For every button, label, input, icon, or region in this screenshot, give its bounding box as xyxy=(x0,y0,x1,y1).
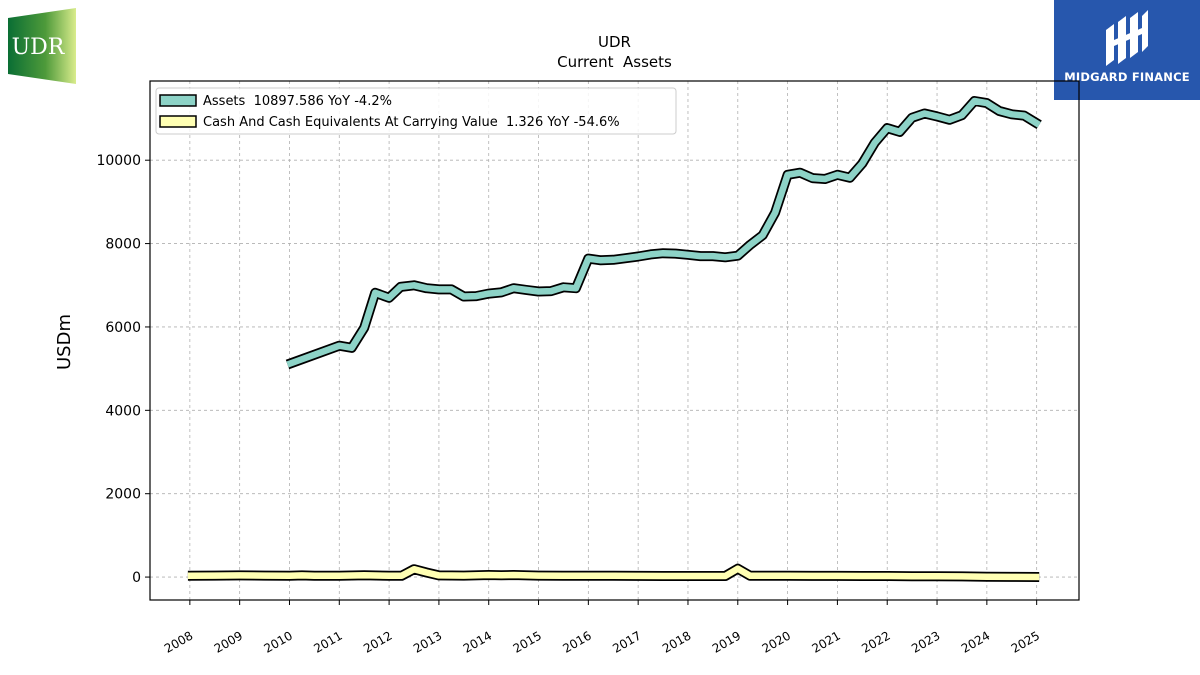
y-tick-label: 0 xyxy=(132,570,141,586)
series-1-line xyxy=(187,565,1040,581)
y-axis-label: USDm xyxy=(54,314,75,370)
udr-logo: UDR xyxy=(8,8,76,84)
x-tick-label: 2017 xyxy=(610,628,643,655)
x-tick-label: 2009 xyxy=(212,628,245,655)
legend-box-group: Assets 10897.586 YoY -4.2% Cash And Cash … xyxy=(155,87,677,135)
legend-label-0: Assets 10897.586 YoY -4.2% xyxy=(203,94,392,109)
x-tick-label: 2020 xyxy=(760,628,793,655)
legend: Assets 10897.586 YoY -4.2% Cash And Cash … xyxy=(155,87,677,135)
x-tick-label: 2014 xyxy=(461,628,494,655)
x-tick-label: 2012 xyxy=(361,628,394,655)
grid xyxy=(150,81,1079,600)
series-0-line xyxy=(286,97,1041,368)
x-tick-label: 2019 xyxy=(710,628,743,655)
legend-box xyxy=(155,87,677,135)
x-tick-label: 2023 xyxy=(909,628,942,655)
x-tick-label: 2021 xyxy=(809,628,842,655)
legend-swatch-0 xyxy=(159,94,197,107)
udr-logo-text: UDR xyxy=(12,35,66,60)
x-tick-label: 2013 xyxy=(411,628,444,655)
legend-swatch-1 xyxy=(159,115,197,128)
x-tick-label: 2010 xyxy=(262,628,295,655)
legend-label-1: Cash And Cash Equivalents At Carrying Va… xyxy=(203,115,620,130)
series-0-outline xyxy=(285,96,1042,370)
midgard-finance-logo: MIDGARD FINANCE xyxy=(1054,0,1200,100)
y-tick-label: 4000 xyxy=(105,403,141,419)
x-tick-label: 2024 xyxy=(959,628,992,655)
chart-subtitle: Current Assets xyxy=(557,53,672,71)
chart-title: UDR xyxy=(598,33,631,51)
y-tick-label: 6000 xyxy=(105,320,141,336)
midgard-mark-icon xyxy=(1106,10,1148,66)
midgard-finance-text: MIDGARD FINANCE xyxy=(1064,70,1190,84)
x-tick-label: 2008 xyxy=(162,628,195,655)
y-tick-label: 8000 xyxy=(105,237,141,253)
x-tick-label: 2011 xyxy=(311,628,344,655)
x-tick-label: 2015 xyxy=(511,628,544,655)
x-tick-label: 2022 xyxy=(859,628,892,655)
x-tick-label: 2025 xyxy=(1009,628,1042,655)
x-tick-label: 2016 xyxy=(560,628,593,655)
series xyxy=(187,96,1042,582)
y-tick-label: 2000 xyxy=(105,487,141,503)
y-tick-label: 10000 xyxy=(96,153,141,169)
plot-frame xyxy=(149,80,1080,601)
x-tick-label: 2018 xyxy=(660,628,693,655)
